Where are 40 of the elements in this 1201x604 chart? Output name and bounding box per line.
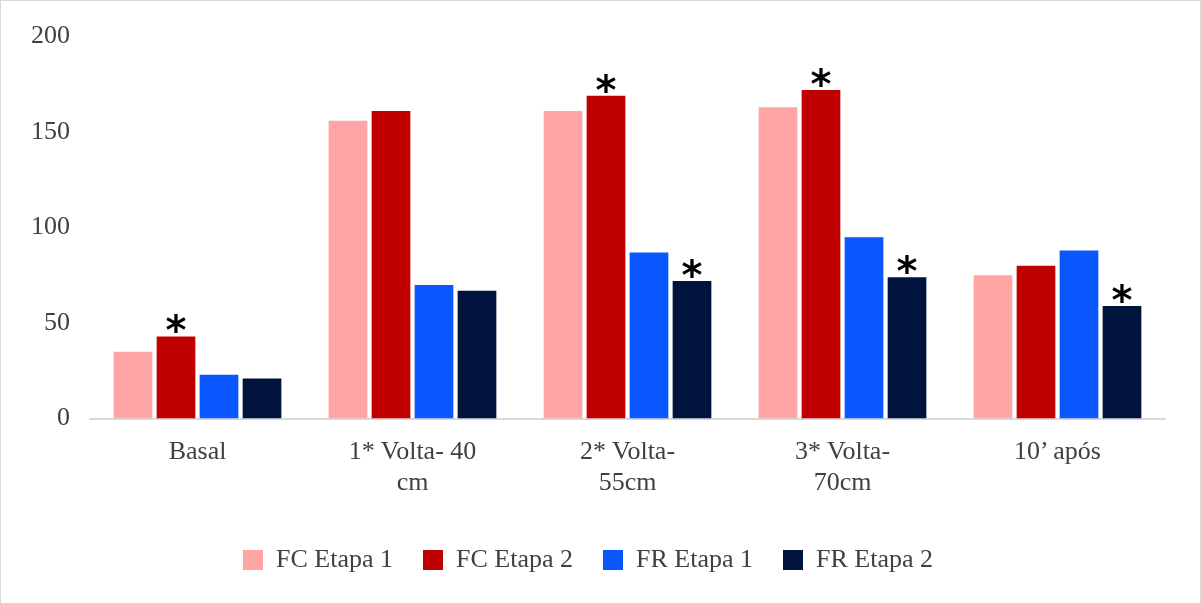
legend-label: FR Etapa 1 [636, 543, 753, 573]
bar [543, 111, 583, 419]
bar [242, 378, 282, 419]
bar [1102, 305, 1142, 419]
x-tick-label: 2* Volta-55cm [579, 436, 676, 497]
annotation: * [810, 61, 832, 108]
bar [629, 252, 669, 419]
annotation: * [681, 252, 703, 299]
y-tick-label: 150 [31, 115, 70, 145]
bar [844, 237, 884, 419]
annotation: * [165, 307, 187, 354]
bar [457, 290, 497, 419]
bar [414, 284, 454, 419]
bar [801, 90, 841, 419]
bar [156, 336, 196, 419]
bar [1016, 265, 1056, 419]
bar [371, 111, 411, 419]
x-tick-label: 10’ após [1014, 436, 1101, 466]
x-tick-label: 3* Volta-70cm [794, 436, 891, 497]
bar [758, 107, 798, 419]
bar [199, 374, 239, 419]
y-tick-label: 100 [31, 211, 70, 241]
annotation: * [896, 248, 918, 295]
bar [586, 95, 626, 419]
bar [672, 281, 712, 419]
y-tick-label: 50 [44, 306, 70, 336]
y-tick-label: 0 [57, 402, 70, 432]
legend-label: FC Etapa 2 [456, 543, 574, 573]
x-tick-label: Basal [168, 436, 227, 466]
annotation: * [1111, 276, 1133, 323]
y-tick-label: 200 [31, 20, 70, 50]
bar [887, 277, 927, 419]
legend-label: FR Etapa 2 [815, 543, 933, 573]
annotation: * [595, 66, 617, 113]
bar [1059, 250, 1099, 419]
bar [973, 275, 1013, 419]
bar [328, 120, 368, 419]
bar [113, 351, 153, 419]
x-tick-label: 1* Volta- 40 cm [348, 436, 477, 497]
legend-label: FC Etapa 1 [276, 543, 394, 573]
